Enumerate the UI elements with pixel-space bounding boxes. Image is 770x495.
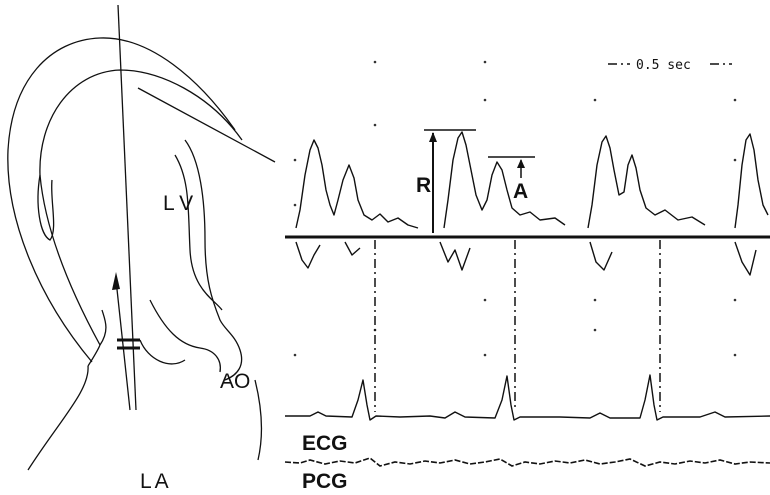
pcg-label: PCG [302, 470, 348, 493]
ao-root [175, 155, 222, 310]
heart-diagram: LV AO LA [8, 5, 275, 493]
doppler-display: 0.5 sec R A ECG PCG [285, 58, 770, 493]
septum-ao [185, 140, 242, 380]
figure: LV AO LA 0.5 sec R A [0, 0, 770, 495]
la-label: LA [140, 470, 172, 493]
scale-label: 0.5 sec [636, 58, 691, 73]
reverse-flow [296, 242, 756, 275]
pcg-trace [285, 458, 770, 466]
ecg-label: ECG [302, 432, 348, 455]
mitral-leaflet [100, 310, 106, 345]
r-arrowhead [429, 132, 437, 142]
ao-outer [255, 380, 261, 460]
outer-wall-base [28, 366, 88, 470]
flow-arrowhead [112, 272, 120, 290]
inner-wall [40, 70, 242, 345]
la-wall [140, 340, 185, 364]
mitral-annulus [88, 345, 100, 366]
aortic-wall [138, 88, 275, 162]
doppler-envelope [588, 136, 705, 228]
doppler-envelope [444, 132, 565, 228]
a-arrowhead [517, 159, 525, 168]
doppler-envelope [735, 134, 768, 228]
ao-label: AO [220, 370, 250, 393]
lv-label: LV [163, 192, 199, 215]
doppler-envelope [296, 140, 418, 228]
a-label: A [513, 180, 528, 203]
flow-arrow [116, 280, 130, 410]
r-label: R [416, 174, 431, 197]
ecg-trace [285, 375, 770, 420]
